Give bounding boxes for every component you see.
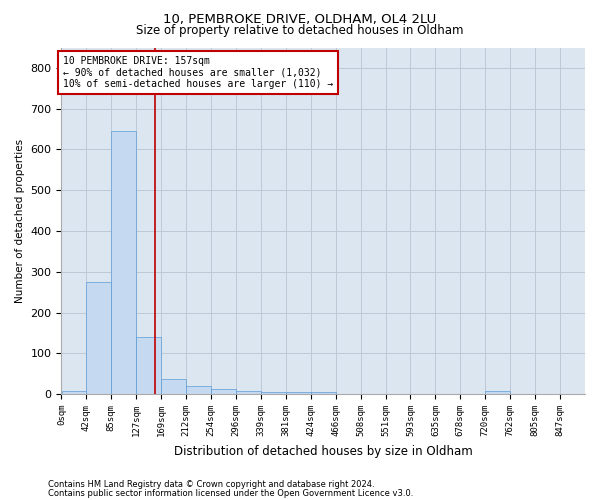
- Bar: [62, 391, 86, 394]
- Bar: [261, 392, 286, 394]
- Text: Contains HM Land Registry data © Crown copyright and database right 2024.: Contains HM Land Registry data © Crown c…: [48, 480, 374, 489]
- Bar: [161, 378, 186, 394]
- Bar: [286, 392, 311, 394]
- Bar: [485, 391, 510, 394]
- Bar: [311, 392, 335, 394]
- Text: Size of property relative to detached houses in Oldham: Size of property relative to detached ho…: [136, 24, 464, 37]
- Bar: [186, 386, 211, 394]
- Bar: [211, 390, 236, 394]
- Text: 10, PEMBROKE DRIVE, OLDHAM, OL4 2LU: 10, PEMBROKE DRIVE, OLDHAM, OL4 2LU: [163, 12, 437, 26]
- Bar: [86, 282, 111, 394]
- Y-axis label: Number of detached properties: Number of detached properties: [15, 139, 25, 303]
- Text: Contains public sector information licensed under the Open Government Licence v3: Contains public sector information licen…: [48, 488, 413, 498]
- Bar: [136, 337, 161, 394]
- Text: 10 PEMBROKE DRIVE: 157sqm
← 90% of detached houses are smaller (1,032)
10% of se: 10 PEMBROKE DRIVE: 157sqm ← 90% of detac…: [62, 56, 333, 89]
- X-axis label: Distribution of detached houses by size in Oldham: Distribution of detached houses by size …: [174, 444, 473, 458]
- Bar: [236, 391, 261, 394]
- Bar: [112, 131, 136, 394]
